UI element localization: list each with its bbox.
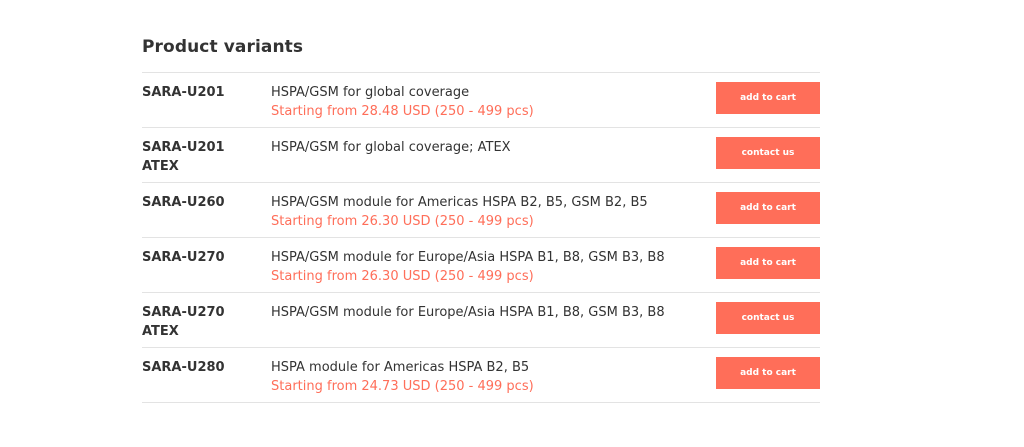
variant-description: HSPA/GSM module for Americas HSPA B2, B5… <box>271 195 648 210</box>
variant-name: SARA-U201 ATEX <box>142 140 225 174</box>
variant-name: SARA-U270 ATEX <box>142 305 225 339</box>
add-to-cart-button[interactable]: add to cart <box>716 247 820 279</box>
variant-row: SARA-U270 HSPA/GSM module for Europe/Asi… <box>142 238 820 293</box>
variant-row: SARA-U201 ATEX HSPA/GSM for global cover… <box>142 128 820 183</box>
variant-description: HSPA/GSM for global coverage; ATEX <box>271 140 511 155</box>
contact-us-button[interactable]: contact us <box>716 302 820 334</box>
variant-price: Starting from 26.30 USD (250 - 499 pcs) <box>271 214 534 229</box>
variant-price: Starting from 24.73 USD (250 - 499 pcs) <box>271 379 534 394</box>
contact-us-button[interactable]: contact us <box>716 137 820 169</box>
variant-description: HSPA/GSM for global coverage <box>271 85 470 100</box>
variant-description: HSPA module for Americas HSPA B2, B5 <box>271 360 530 375</box>
variant-row: SARA-U201 HSPA/GSM for global coverage S… <box>142 73 820 128</box>
variant-price: Starting from 28.48 USD (250 - 499 pcs) <box>271 104 534 119</box>
variant-name: SARA-U270 <box>142 250 225 265</box>
variants-table: SARA-U201 HSPA/GSM for global coverage S… <box>142 72 820 403</box>
variant-row: SARA-U280 HSPA module for Americas HSPA … <box>142 348 820 403</box>
variant-name: SARA-U260 <box>142 195 225 210</box>
variant-description: HSPA/GSM module for Europe/Asia HSPA B1,… <box>271 305 665 320</box>
add-to-cart-button[interactable]: add to cart <box>716 192 820 224</box>
variant-description: HSPA/GSM module for Europe/Asia HSPA B1,… <box>271 250 665 265</box>
variant-row: SARA-U270 ATEX HSPA/GSM module for Europ… <box>142 293 820 348</box>
add-to-cart-button[interactable]: add to cart <box>716 357 820 389</box>
add-to-cart-button[interactable]: add to cart <box>716 82 820 114</box>
section-title: Product variants <box>142 37 304 57</box>
variant-price: Starting from 26.30 USD (250 - 499 pcs) <box>271 269 534 284</box>
variant-name: SARA-U201 <box>142 85 225 100</box>
variant-name: SARA-U280 <box>142 360 225 375</box>
variant-row: SARA-U260 HSPA/GSM module for Americas H… <box>142 183 820 238</box>
